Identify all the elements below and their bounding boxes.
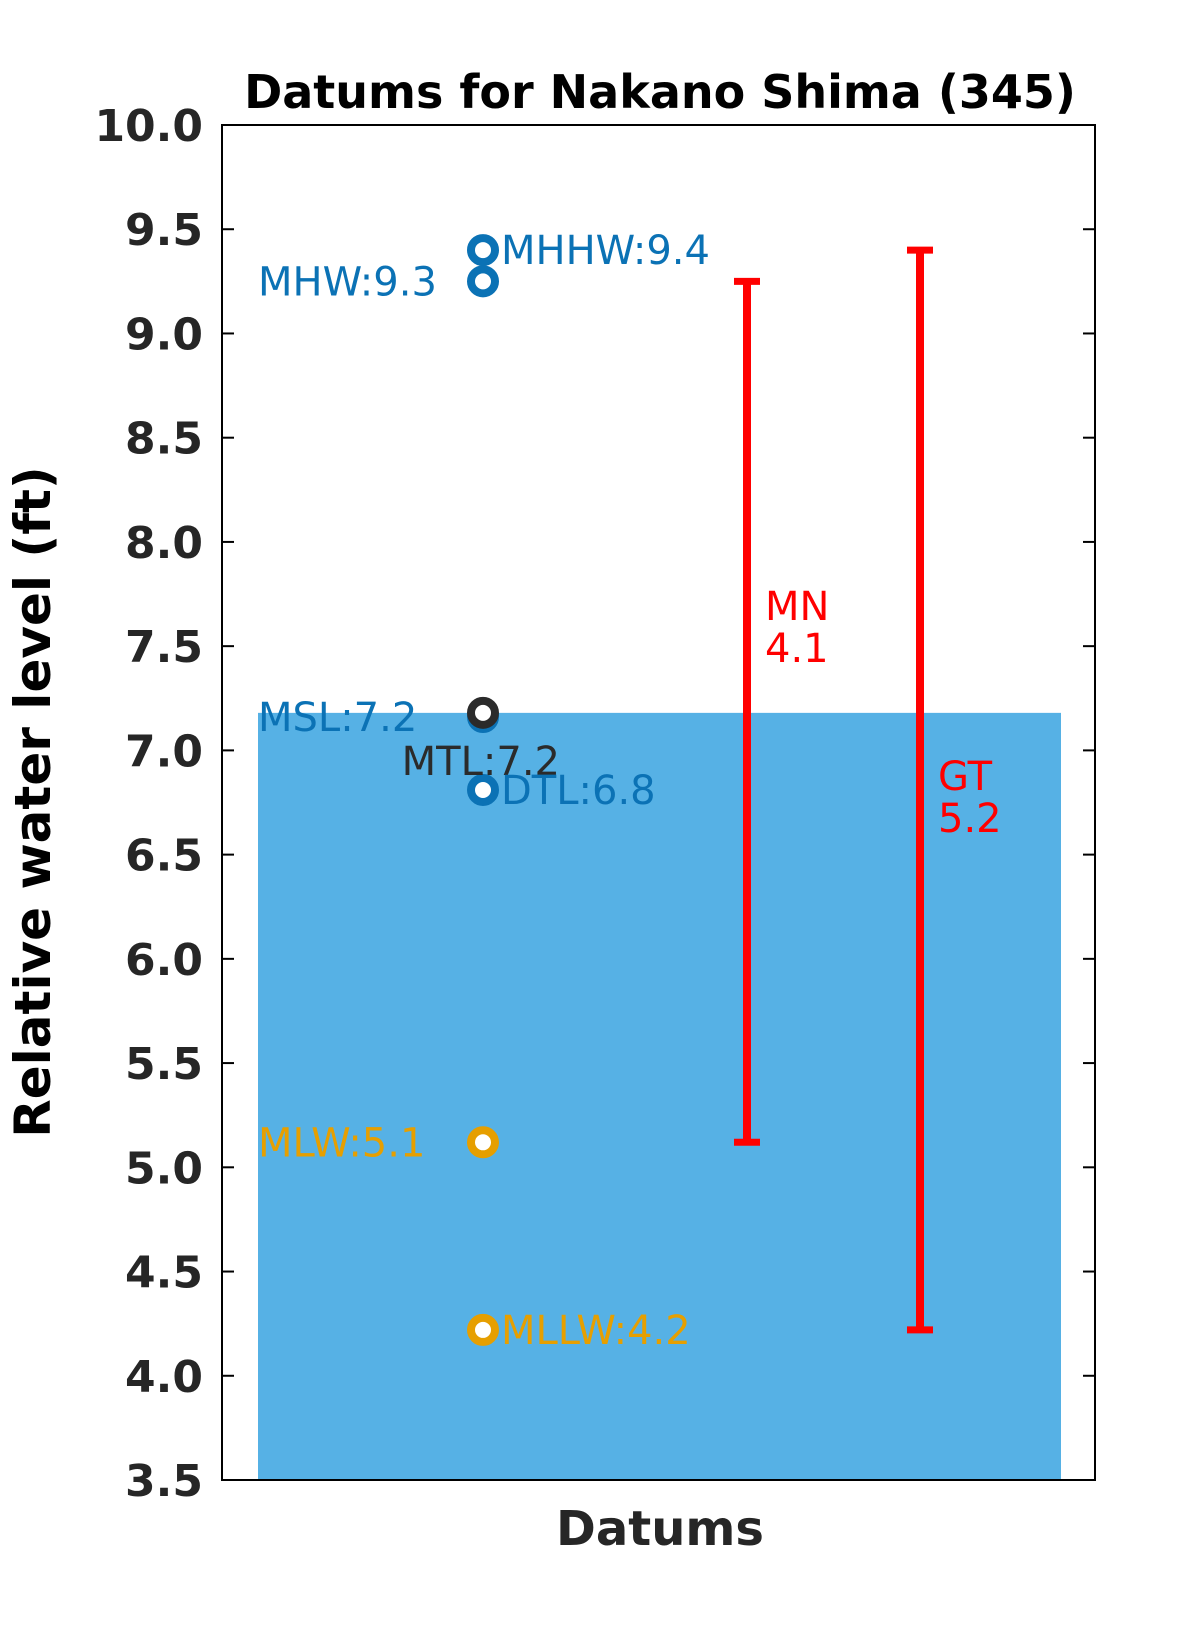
datum-marker-mtl bbox=[467, 696, 499, 729]
y-tick-label: 7.0 bbox=[125, 726, 203, 777]
datum-marker-mhw bbox=[467, 265, 499, 298]
range-label-mn: MN bbox=[765, 584, 829, 630]
y-tick-label: 6.0 bbox=[125, 935, 203, 986]
y-tick-label: 9.5 bbox=[125, 205, 203, 256]
range-label-gt: GT bbox=[938, 754, 993, 800]
y-tick-label: 4.5 bbox=[125, 1248, 203, 1299]
y-axis-label: Relative water level (ft) bbox=[4, 466, 62, 1138]
range-value-mn: 4.1 bbox=[765, 626, 829, 672]
y-tick-label: 10.0 bbox=[94, 101, 203, 152]
y-axis-ticks: 3.5 4.0 4.5 5.0 5.5 6.0 6.5 7.0 7.5 8.0 8.5 9.0 9.5 1… bbox=[94, 101, 1095, 1507]
datum-label-mhw: MHW:9.3 bbox=[258, 259, 437, 305]
range-value-gt: 5.2 bbox=[938, 796, 1002, 842]
y-tick-label: 5.5 bbox=[125, 1039, 203, 1090]
datum-label-mhhw: MHHW:9.4 bbox=[501, 228, 710, 274]
datum-label-mlw: MLW:5.1 bbox=[258, 1120, 425, 1166]
datum-label-msl: MSL:7.2 bbox=[258, 695, 417, 741]
datum-marker-dtl bbox=[467, 773, 499, 806]
y-tick-label: 5.0 bbox=[125, 1143, 203, 1194]
x-axis-label: Datums bbox=[556, 1501, 764, 1557]
datum-marker-mllw bbox=[467, 1313, 499, 1346]
water-level-fill bbox=[258, 712, 1061, 1480]
y-tick-label: 9.0 bbox=[125, 309, 203, 360]
y-tick-label: 4.0 bbox=[125, 1352, 203, 1403]
chart-title: Datums for Nakano Shima (345) bbox=[244, 65, 1076, 119]
y-tick-label: 6.5 bbox=[125, 831, 203, 882]
y-tick-label: 7.5 bbox=[125, 622, 203, 673]
range-bars: MN4.1 GT5.2 bbox=[734, 246, 1002, 1334]
datum-marker-mlw bbox=[467, 1126, 499, 1159]
plot-frame bbox=[221, 124, 1096, 1481]
datum-label-mtl: MTL:7.2 bbox=[402, 739, 560, 785]
plot-background bbox=[258, 712, 1061, 1480]
y-tick-label: 3.5 bbox=[125, 1456, 203, 1507]
datum-label-dtl: DTL:6.8 bbox=[501, 768, 656, 814]
datum-markers bbox=[467, 234, 499, 1346]
y-tick-label: 8.5 bbox=[125, 414, 203, 465]
datum-marker-mhhw bbox=[467, 234, 499, 267]
y-tick-label: 8.0 bbox=[125, 518, 203, 569]
datum-label-mllw: MLLW:4.2 bbox=[501, 1308, 691, 1354]
